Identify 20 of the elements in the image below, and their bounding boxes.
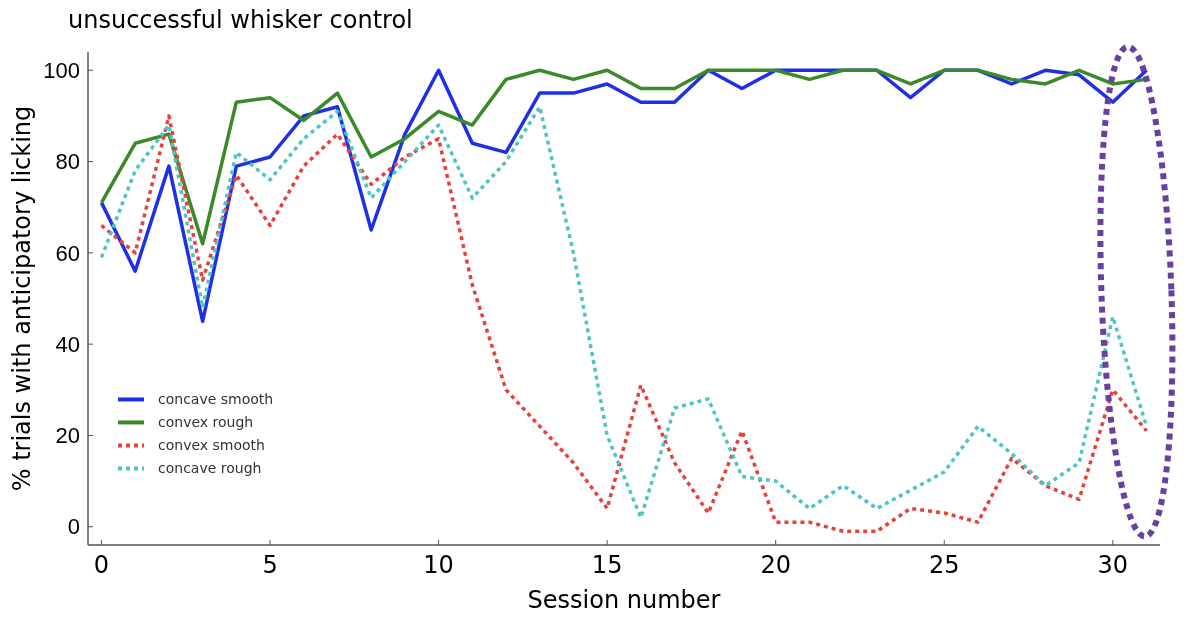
chart-title: unsuccessful whisker control (68, 6, 413, 34)
y-tick-label: 60 (55, 240, 80, 266)
x-tick-label: 0 (93, 551, 110, 579)
x-tick-label: 15 (591, 551, 623, 579)
y-tick-label: 80 (55, 149, 80, 175)
x-tick-label: 25 (928, 551, 960, 579)
y-tick-label: 0 (67, 514, 80, 540)
legend-label: concave smooth (158, 391, 274, 408)
x-tick-label: 10 (423, 551, 454, 579)
x-tick-label: 5 (262, 551, 278, 579)
y-tick-label: 20 (55, 423, 80, 449)
y-axis-title: % trials with anticipatory licking (8, 105, 36, 492)
y-tick-label: 100 (43, 57, 80, 83)
x-tick-label: 30 (1097, 551, 1129, 579)
x-axis-title: Session number (527, 586, 721, 614)
y-tick-label: 40 (55, 331, 80, 357)
legend-label: concave rough (158, 460, 262, 477)
legend-label: convex smooth (158, 437, 265, 454)
legend-label: convex rough (158, 414, 254, 431)
x-tick-label: 20 (760, 551, 791, 579)
